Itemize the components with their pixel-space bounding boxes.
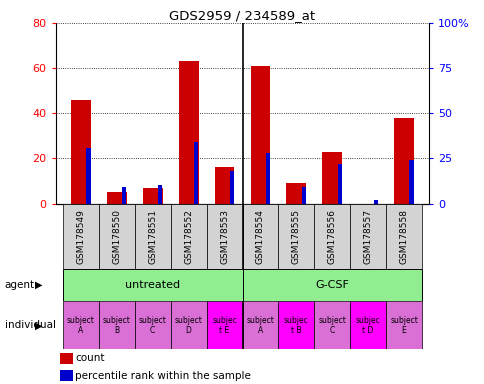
Bar [170,301,206,349]
Text: GSM178549: GSM178549 [76,209,85,263]
Text: subject
A: subject A [67,316,95,335]
Text: agent: agent [5,280,35,290]
Text: subject
E: subject E [389,316,417,335]
Bar [385,204,421,269]
Text: percentile rank within the sample: percentile rank within the sample [75,371,251,381]
Bar [301,187,305,204]
Bar [60,353,73,364]
Text: GSM178550: GSM178550 [112,209,121,264]
Text: GSM178556: GSM178556 [327,209,336,264]
Bar [158,185,162,204]
Text: subjec
t D: subjec t D [355,316,380,335]
Bar [99,204,135,269]
Bar [242,301,278,349]
Text: subject
C: subject C [318,316,346,335]
Bar [71,100,91,204]
Text: G-CSF: G-CSF [315,280,348,290]
Bar [385,301,421,349]
Bar [349,301,385,349]
Text: ▶: ▶ [35,280,42,290]
Text: GSM178553: GSM178553 [220,209,228,264]
Bar [229,171,234,204]
Bar [373,200,377,204]
Text: subject
B: subject B [103,316,131,335]
Text: subjec
t E: subjec t E [212,316,236,335]
Bar [314,301,349,349]
Bar [242,269,421,301]
Text: subject
A: subject A [246,316,274,335]
Bar [143,188,162,204]
Text: untreated: untreated [125,280,180,290]
Bar [194,142,198,204]
Bar [179,61,198,204]
Bar [393,118,413,204]
Bar [107,192,126,204]
Text: GSM178555: GSM178555 [291,209,300,264]
Text: count: count [75,353,105,363]
Text: GSM178557: GSM178557 [363,209,372,264]
Bar [349,204,385,269]
Text: individual: individual [5,320,56,331]
Bar [63,204,99,269]
Bar [337,164,341,204]
Title: GDS2959 / 234589_at: GDS2959 / 234589_at [169,9,315,22]
Bar [86,147,91,204]
Bar [122,187,126,204]
Text: subject
C: subject C [138,316,166,335]
Bar [314,204,349,269]
Bar [278,301,314,349]
Bar [278,204,314,269]
Bar [63,301,99,349]
Bar [206,204,242,269]
Text: GSM178558: GSM178558 [399,209,408,264]
Bar [408,160,413,204]
Bar [135,204,170,269]
Text: GSM178554: GSM178554 [256,209,264,263]
Bar [286,183,305,204]
Bar [322,152,341,204]
Bar [265,153,270,204]
Bar [60,370,73,381]
Bar [250,66,270,204]
Bar [99,301,135,349]
Bar [206,301,242,349]
Text: GSM178551: GSM178551 [148,209,157,264]
Bar [170,204,206,269]
Text: ▶: ▶ [35,320,42,331]
Text: subject
D: subject D [174,316,202,335]
Text: GSM178552: GSM178552 [184,209,193,263]
Text: subjec
t B: subjec t B [284,316,308,335]
Bar [135,301,170,349]
Bar [242,204,278,269]
Bar [214,167,234,204]
Bar [63,269,242,301]
